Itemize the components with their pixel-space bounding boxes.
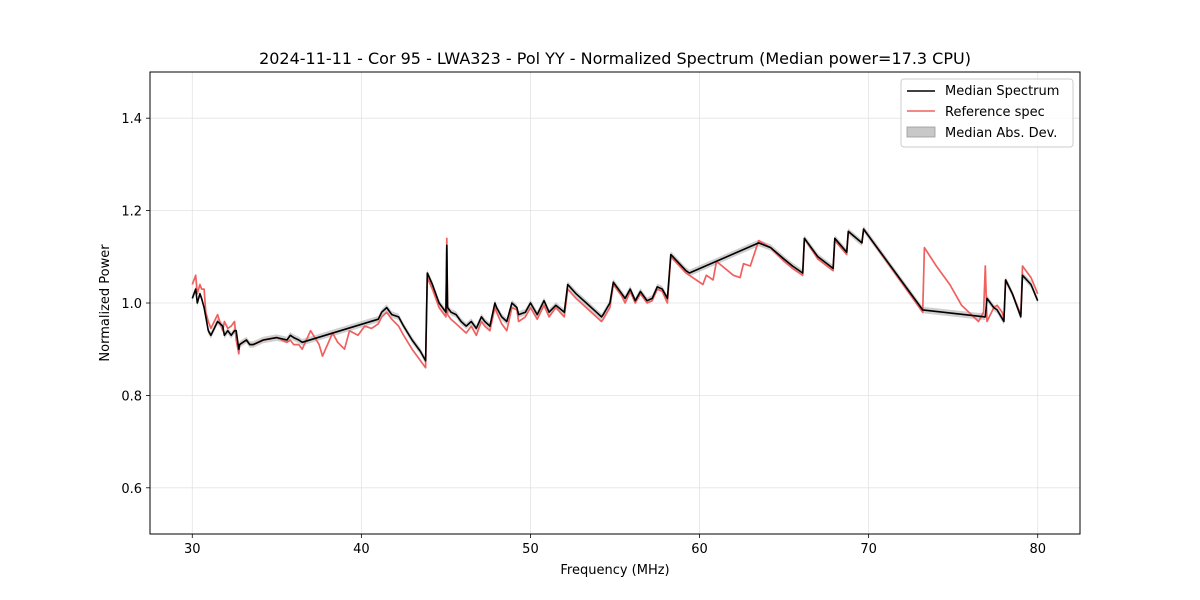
x-axis-title: Frequency (MHz) [560,563,669,578]
legend-mad-label: Median Abs. Dev. [945,126,1057,141]
median-spectrum-line [191,228,1039,362]
legend-mad-swatch [906,126,936,138]
x-tick-label: 80 [1029,542,1046,557]
reference-spec-line [191,228,1039,369]
x-tick-label: 30 [184,542,201,557]
x-tick-label: 70 [860,542,877,557]
y-axis-title: Normalized Power [98,244,113,362]
legend: Median Spectrum Reference spec Median Ab… [900,78,1074,148]
legend-box [900,78,1074,148]
y-tick-label: 1.4 [121,112,142,127]
legend-reference-spec-label: Reference spec [945,105,1045,120]
mad-band [192,225,1038,364]
y-tick-label: 1.0 [121,297,142,312]
tick-layer: 30 40 50 60 70 80 0.6 0.8 1.0 1.2 1.4 [121,112,1046,557]
mad-band-layer [192,225,1038,364]
y-tick-label: 0.6 [121,482,142,497]
y-tick-label: 1.2 [121,205,142,220]
x-tick-label: 60 [691,542,708,557]
legend-median-spectrum-label: Median Spectrum [945,84,1059,99]
x-tick-label: 50 [522,542,539,557]
x-tick-label: 40 [353,542,370,557]
series-layer [191,228,1039,369]
y-tick-label: 0.8 [121,389,142,404]
chart-title: 2024-11-11 - Cor 95 - LWA323 - Pol YY - … [259,49,971,68]
